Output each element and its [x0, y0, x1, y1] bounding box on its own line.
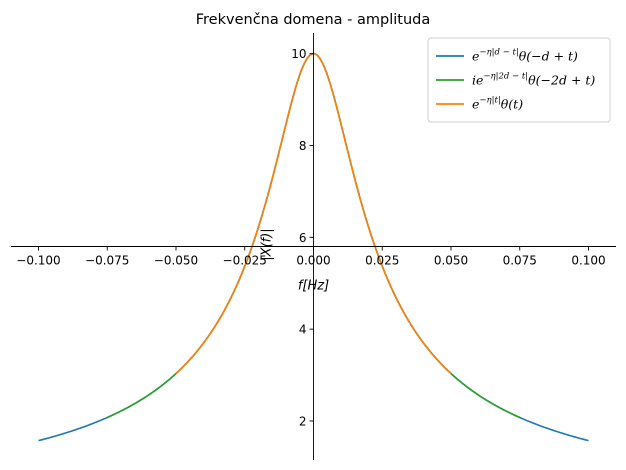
y-axis-label: |X(f)| — [260, 228, 275, 260]
x-tick-label: −0.075 — [85, 254, 129, 268]
legend-label-1: ie−η|2d − t|θ(−2d + t) — [472, 72, 595, 88]
y-tick-label: 10 — [291, 47, 306, 61]
x-tick-label: 0.025 — [365, 254, 399, 268]
y-tick-label: 6 — [299, 231, 307, 245]
chart-title: Frekvenčna domena - amplituda — [196, 12, 430, 28]
legend-box — [427, 37, 611, 123]
x-ticks: −0.100 −0.075 −0.050 −0.025 0.000 0.025 0.050 0… — [16, 246, 606, 268]
legend: e−η|d − t|θ(−d + t) ie−η|2d − t|θ(−2d + t… — [427, 37, 611, 123]
legend-label-2: e−η|t|θ(t) — [472, 96, 523, 112]
y-tick-label: 4 — [299, 323, 307, 337]
x-tick-label: 0.075 — [503, 254, 537, 268]
x-tick-label: −0.050 — [154, 254, 198, 268]
x-tick-label: 0.100 — [571, 254, 605, 268]
legend-label-0: e−η|d − t|θ(−d + t) — [472, 48, 578, 64]
x-tick-label: 0.050 — [434, 254, 468, 268]
x-tick-label: −0.100 — [16, 254, 60, 268]
y-tick-label: 8 — [299, 139, 307, 153]
x-tick-label: 0.000 — [296, 254, 330, 268]
y-ticks: 2 4 6 8 10 — [291, 47, 314, 428]
y-tick-label: 2 — [299, 414, 307, 428]
x-axis-label: f[Hz] — [298, 279, 329, 294]
x-tick-label: −0.025 — [223, 254, 267, 268]
